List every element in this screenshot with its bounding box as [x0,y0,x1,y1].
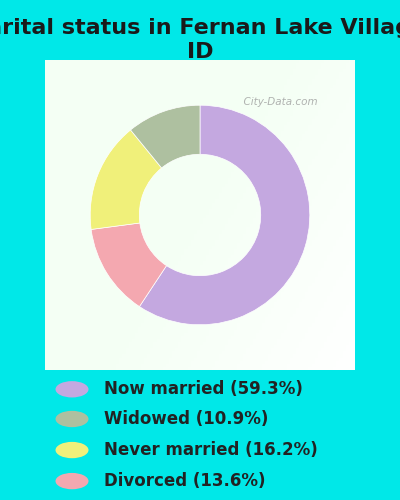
Text: Never married (16.2%): Never married (16.2%) [104,441,318,459]
Wedge shape [130,105,200,168]
Wedge shape [91,223,166,306]
Text: Marital status in Fernan Lake Village,
ID: Marital status in Fernan Lake Village, I… [0,18,400,62]
Text: Now married (59.3%): Now married (59.3%) [104,380,303,398]
Text: City-Data.com: City-Data.com [237,97,318,107]
Ellipse shape [56,381,88,398]
Wedge shape [140,105,310,325]
Text: Widowed (10.9%): Widowed (10.9%) [104,410,268,428]
Ellipse shape [56,473,88,490]
Ellipse shape [56,411,88,427]
Ellipse shape [56,442,88,458]
Wedge shape [90,130,162,230]
Text: Divorced (13.6%): Divorced (13.6%) [104,472,266,490]
